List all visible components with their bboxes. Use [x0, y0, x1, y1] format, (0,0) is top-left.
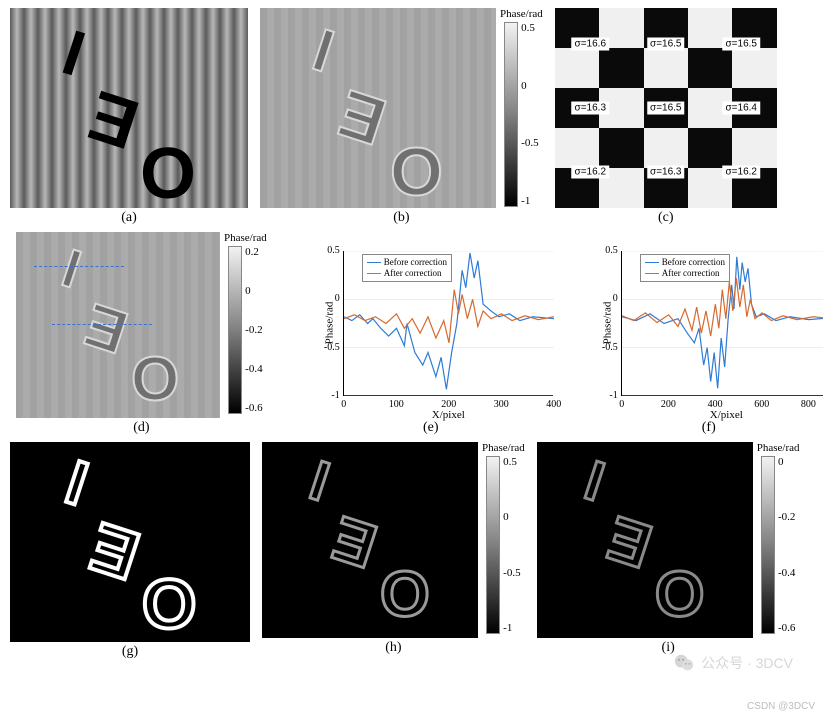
chart-f: -1-0.500.50200400600800Phase/radX/pixelB… — [621, 251, 823, 396]
letter-I: I — [54, 15, 94, 91]
colorbar-i-title: Phase/rad — [757, 442, 800, 454]
gray-I-i: I — [577, 447, 612, 514]
sigma-label: σ=16.5 — [647, 38, 684, 51]
wechat-icon — [673, 652, 695, 674]
checker-cell — [555, 128, 599, 168]
colorbar-d-ticks: 0.20-0.2-0.4-0.6 — [245, 246, 262, 414]
checkerboard: σ=16.6 σ=16.5 σ=16.5 σ=16.3 σ=16.5 σ=16.4 σ=16… — [555, 8, 777, 208]
panel-d-image: I E O — [16, 232, 220, 418]
panel-g-image: I E O — [10, 442, 250, 642]
panel-c: σ=16.6 σ=16.5 σ=16.5 σ=16.3 σ=16.5 σ=16.4 σ=16… — [555, 8, 777, 226]
row-2: I E O Phase/rad 0.20-0.2-0.4-0.6 (d) -1-… — [10, 232, 813, 436]
chart-e: -1-0.500.50100200300400Phase/radX/pixelB… — [343, 251, 553, 396]
wechat-watermark: 公众号 · 3DCV — [673, 652, 793, 674]
sigma-label: σ=16.2 — [722, 166, 759, 179]
checker-cell — [732, 128, 776, 168]
sigma-label: σ=16.2 — [572, 166, 609, 179]
panel-i-image: I E O — [537, 442, 753, 638]
row-3: I E O (g) I E O Phase/rad 0.50-0.5-1 (h) — [10, 442, 813, 660]
colorbar-b-ticks: 0.50-0.5-1 — [521, 22, 538, 207]
checker-cell — [555, 48, 599, 88]
colorbar-b-title: Phase/rad — [500, 8, 543, 20]
panel-b: I E O Phase/rad 0.50-0.5-1 (b) — [260, 8, 543, 226]
letter-E: E — [79, 75, 148, 166]
colorbar-d: Phase/rad 0.20-0.2-0.4-0.6 — [224, 232, 267, 414]
outline-O-b: O — [390, 133, 443, 208]
colorbar-h-title: Phase/rad — [482, 442, 525, 454]
gray-E-i: E — [599, 501, 660, 581]
gray-I-h: I — [302, 447, 337, 514]
panel-a-image: I E O — [10, 8, 248, 208]
sigma-label: σ=16.5 — [722, 38, 759, 51]
checker-cell — [732, 48, 776, 88]
colorbar-i-bar — [761, 456, 775, 634]
checker-cell — [688, 128, 732, 168]
gray-E-h: E — [324, 501, 385, 581]
colorbar-d-bar — [228, 246, 242, 414]
sigma-label: σ=16.3 — [647, 166, 684, 179]
colorbar-b: Phase/rad 0.50-0.5-1 — [500, 8, 543, 207]
sigma-label: σ=16.5 — [647, 102, 684, 115]
sigma-label: σ=16.4 — [722, 102, 759, 115]
checker-cell — [599, 48, 643, 88]
white-I: I — [57, 447, 95, 520]
sigma-label: σ=16.6 — [572, 38, 609, 51]
checker-cell — [599, 128, 643, 168]
checker-cell — [688, 48, 732, 88]
gray-O-i: O — [655, 557, 705, 631]
panel-g: I E O (g) — [10, 442, 250, 660]
caption-c: (c) — [658, 210, 674, 226]
panel-a: I E O (a) — [10, 8, 248, 226]
colorbar-d-title: Phase/rad — [224, 232, 267, 244]
caption-h: (h) — [385, 640, 401, 656]
panel-h: I E O Phase/rad 0.50-0.5-1 (h) — [262, 442, 525, 656]
panel-b-image: I E O — [260, 8, 496, 208]
panel-d: I E O Phase/rad 0.20-0.2-0.4-0.6 (d) — [16, 232, 267, 436]
white-O: O — [142, 564, 196, 642]
caption-d: (d) — [133, 420, 149, 436]
caption-a: (a) — [121, 210, 137, 226]
checker-cell — [644, 48, 688, 88]
white-E: E — [81, 507, 148, 595]
panel-a-letters: I E O — [10, 8, 248, 208]
colorbar-h-bar — [486, 456, 500, 634]
colorbar-h: Phase/rad 0.50-0.5-1 — [482, 442, 525, 634]
watermark-text: 公众号 · 3DCV — [701, 653, 793, 673]
panel-h-image: I E O — [262, 442, 478, 638]
guide-line-1 — [34, 266, 124, 267]
attribution-text: CSDN @3DCV — [747, 701, 815, 712]
row-1: I E O (a) I E O Phase/rad 0.50-0.5-1 — [10, 8, 813, 226]
checker-cell — [644, 128, 688, 168]
panel-i: I E O Phase/rad 0-0.2-0.4-0.6 (i) — [537, 442, 800, 656]
caption-g: (g) — [122, 644, 138, 660]
colorbar-i: Phase/rad 0-0.2-0.4-0.6 — [757, 442, 800, 634]
gray-O-h: O — [380, 557, 430, 631]
panel-e: -1-0.500.50100200300400Phase/radX/pixelB… — [303, 245, 559, 436]
letter-O: O — [140, 133, 196, 208]
colorbar-h-ticks: 0.50-0.5-1 — [503, 456, 520, 634]
colorbar-i-ticks: 0-0.2-0.4-0.6 — [778, 456, 795, 634]
colorbar-b-bar — [504, 22, 518, 207]
guide-line-2 — [52, 324, 152, 325]
panel-f: -1-0.500.50200400600800Phase/radX/pixelB… — [581, 245, 823, 436]
sigma-label: σ=16.3 — [572, 102, 609, 115]
outline-O-d: O — [131, 344, 179, 415]
caption-b: (b) — [393, 210, 409, 226]
